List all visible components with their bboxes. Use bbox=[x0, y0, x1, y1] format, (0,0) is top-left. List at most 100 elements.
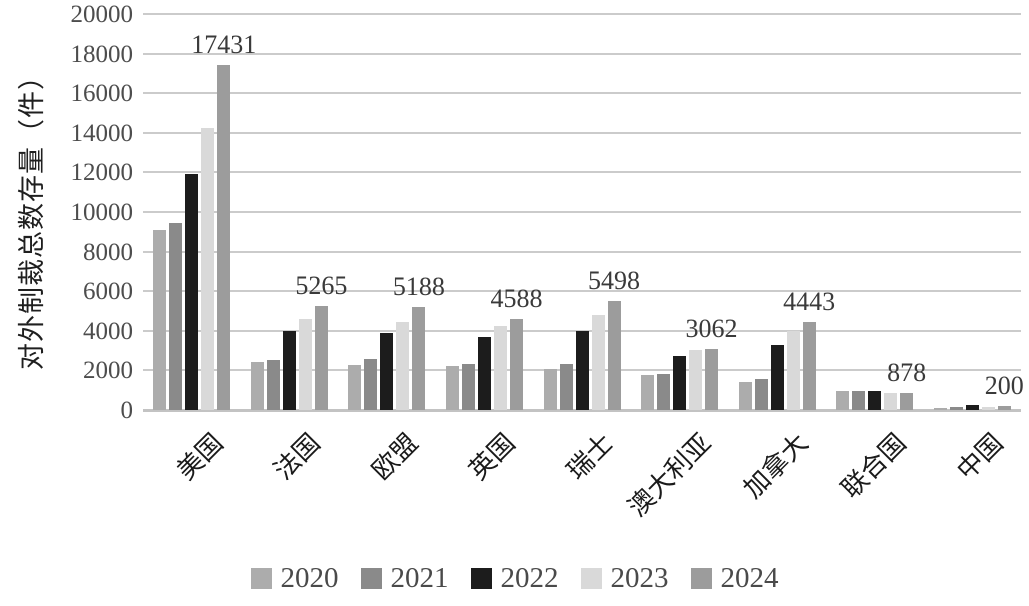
bar-2022-英国 bbox=[477, 336, 491, 410]
bar-2021-美国 bbox=[169, 222, 183, 410]
gridline bbox=[143, 171, 1021, 174]
legend-swatch-2024 bbox=[690, 567, 712, 589]
data-label: 17431 bbox=[191, 29, 257, 59]
y-axis-tick-label: 8000 bbox=[83, 238, 133, 266]
gridline bbox=[143, 290, 1021, 293]
bar-2024-瑞士 bbox=[607, 301, 621, 410]
bar-2024-加拿大 bbox=[802, 322, 816, 410]
gridline bbox=[143, 13, 1021, 15]
x-axis-line bbox=[143, 409, 1021, 412]
y-axis-tick-label: 2000 bbox=[83, 357, 133, 385]
data-label: 5265 bbox=[295, 270, 348, 300]
data-label: 4588 bbox=[490, 284, 543, 314]
gridline bbox=[143, 92, 1021, 95]
bar-2024-法国 bbox=[314, 305, 328, 410]
gridline bbox=[143, 211, 1021, 213]
category-label-法国: 法国 bbox=[268, 428, 327, 486]
bar-2023-英国 bbox=[493, 325, 507, 410]
y-axis-tick-label: 6000 bbox=[83, 278, 133, 306]
category-label-澳大利亚: 澳大利亚 bbox=[622, 428, 717, 523]
bar-2023-加拿大 bbox=[786, 330, 800, 410]
bar-2021-中国 bbox=[949, 407, 963, 410]
category-label-联合国: 联合国 bbox=[835, 428, 912, 504]
category-label-欧盟: 欧盟 bbox=[366, 428, 424, 486]
bar-2022-澳大利亚 bbox=[673, 355, 687, 410]
bar-2022-美国 bbox=[185, 174, 199, 410]
y-axis-tick-label: 0 bbox=[120, 397, 134, 424]
y-axis-tick-label: 18000 bbox=[70, 40, 134, 68]
bar-2021-瑞士 bbox=[559, 364, 573, 410]
category-label-瑞士: 瑞士 bbox=[561, 428, 619, 486]
category-label-英国: 英国 bbox=[463, 428, 522, 486]
bar-2021-英国 bbox=[461, 364, 475, 410]
data-label: 3062 bbox=[685, 314, 738, 344]
bar-2020-澳大利亚 bbox=[641, 375, 655, 410]
bar-2022-中国 bbox=[965, 405, 979, 410]
gridline bbox=[143, 329, 1021, 332]
bar-2021-联合国 bbox=[852, 391, 866, 410]
category-label-加拿大: 加拿大 bbox=[738, 428, 814, 504]
y-axis-tick-label: 14000 bbox=[70, 119, 134, 147]
gridline bbox=[143, 52, 1021, 55]
legend-item-2023: 2023 bbox=[580, 561, 669, 594]
bar-2024-美国 bbox=[217, 64, 231, 410]
bar-2023-中国 bbox=[981, 406, 995, 410]
bar-2022-法国 bbox=[282, 330, 296, 410]
legend: 2020 2021 2022 2023 2024 bbox=[0, 560, 1029, 596]
category-label-美国: 美国 bbox=[171, 428, 229, 486]
y-axis-tick-label: 12000 bbox=[70, 159, 134, 187]
legend-swatch-2020 bbox=[250, 567, 272, 589]
bar-2021-欧盟 bbox=[364, 358, 378, 410]
y-axis-tick-label: 4000 bbox=[83, 317, 133, 345]
bar-2020-欧盟 bbox=[348, 365, 362, 410]
legend-label: 2020 bbox=[280, 561, 339, 594]
bar-2020-美国 bbox=[153, 229, 167, 410]
bar-2020-法国 bbox=[250, 362, 264, 410]
bar-2022-欧盟 bbox=[380, 332, 394, 410]
legend-item-2022: 2022 bbox=[470, 561, 559, 594]
bar-2020-加拿大 bbox=[738, 382, 752, 410]
data-label: 5188 bbox=[392, 272, 445, 302]
bar-2024-英国 bbox=[509, 319, 523, 410]
data-label: 878 bbox=[887, 357, 927, 387]
bar-2023-瑞士 bbox=[591, 314, 605, 410]
data-label: 5498 bbox=[588, 266, 640, 296]
bar-2021-法国 bbox=[266, 359, 280, 410]
bar-2023-澳大利亚 bbox=[689, 349, 703, 410]
y-axis-tick-label: 16000 bbox=[70, 80, 134, 108]
bar-2021-加拿大 bbox=[754, 379, 768, 410]
data-label: 200 bbox=[984, 371, 1024, 401]
y-axis-tick-label: 20000 bbox=[70, 1, 134, 28]
y-axis-tick-label: 10000 bbox=[70, 199, 134, 226]
gridline bbox=[143, 131, 1021, 134]
bar-2023-欧盟 bbox=[396, 321, 410, 410]
category-label-中国: 中国 bbox=[951, 428, 1009, 486]
legend-item-2020: 2020 bbox=[250, 561, 339, 594]
bar-2022-加拿大 bbox=[770, 344, 784, 410]
legend-item-2021: 2021 bbox=[360, 561, 449, 594]
bar-2024-中国 bbox=[997, 406, 1011, 410]
plot-area: 17431 5265 5188 4588 5498 3062 4443 878 200 bbox=[143, 13, 1024, 412]
bar-2023-法国 bbox=[298, 318, 312, 410]
legend-label: 2022 bbox=[500, 561, 559, 594]
bar-2022-联合国 bbox=[868, 391, 882, 410]
legend-label: 2024 bbox=[720, 561, 779, 594]
gridline bbox=[143, 250, 1021, 253]
bar-2024-澳大利亚 bbox=[705, 349, 719, 410]
legend-swatch-2022 bbox=[470, 567, 492, 589]
legend-label: 2021 bbox=[390, 561, 449, 594]
legend-swatch-2021 bbox=[360, 567, 382, 589]
bar-2021-澳大利亚 bbox=[657, 374, 671, 410]
bar-2020-英国 bbox=[445, 366, 459, 410]
legend-swatch-2023 bbox=[580, 567, 602, 589]
data-label: 4443 bbox=[783, 287, 836, 317]
bar-2022-瑞士 bbox=[575, 330, 589, 410]
bar-2023-联合国 bbox=[884, 392, 898, 410]
bar-2020-联合国 bbox=[836, 391, 850, 410]
bar-2020-中国 bbox=[933, 408, 947, 410]
legend-item-2024: 2024 bbox=[690, 561, 779, 594]
legend-label: 2023 bbox=[610, 561, 669, 594]
bar-2023-美国 bbox=[201, 127, 215, 410]
bar-2024-联合国 bbox=[900, 392, 914, 410]
